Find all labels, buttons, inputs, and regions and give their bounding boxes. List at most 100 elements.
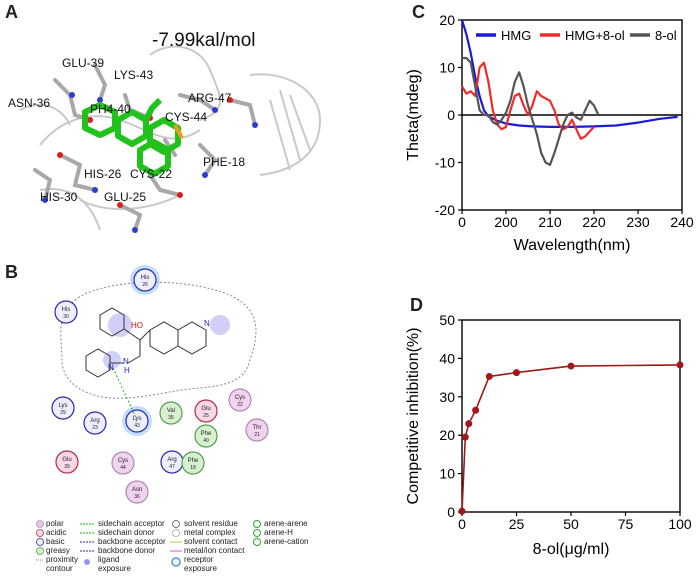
residue-label: PHE-18 xyxy=(203,155,246,169)
residue-label: GLU-25 xyxy=(104,190,147,204)
x-axis-label: Wavelength(nm) xyxy=(514,237,631,254)
atom-label-n-pyridine: N xyxy=(108,363,114,372)
legend-entry: basic xyxy=(46,537,65,546)
residue-number: 25 xyxy=(203,413,209,419)
x-tick-label: 75 xyxy=(618,516,634,532)
proximity-contour xyxy=(60,281,257,399)
residue-label: PH4-40 xyxy=(90,102,131,116)
x-tick-label: 0 xyxy=(458,214,466,230)
x-tick-label: 200 xyxy=(494,214,518,230)
cd-spectrum-chart: 0 200 210 220 230 240 20 10 0 -10 -20 Wavelength(nm… xyxy=(405,12,694,254)
residue-name: His xyxy=(62,307,71,313)
legend-entry: solvent contact xyxy=(184,537,238,546)
legend-entry: polar xyxy=(46,519,64,528)
y-tick-label: -20 xyxy=(435,202,455,218)
residue-name: Phe xyxy=(188,458,199,464)
legend-entry: contour xyxy=(46,564,73,573)
residue-name: Arg xyxy=(167,457,176,463)
legend-entry: exposure xyxy=(98,564,131,573)
x-tick-label: 50 xyxy=(563,516,579,532)
interaction-legend: polar acidic basic greasy proximity contour si… xyxy=(0,260,330,576)
legend-entry: solvent residue xyxy=(184,519,238,528)
residue-label: CYS-22 xyxy=(130,167,173,181)
residue-name: Arg xyxy=(90,418,99,424)
x-tick-label: 220 xyxy=(582,214,606,230)
legend-entry: backbone acceptor xyxy=(98,537,166,546)
residue-name: Cys xyxy=(118,458,128,464)
inhibition-chart: 0 25 50 75 100 0 10 20 30 40 50 8-ol(μg/ml) Competit… xyxy=(405,312,692,558)
interaction-diagram: His26His30Lys29Arg23Lys43Val35Glu25Cys22… xyxy=(36,265,269,567)
panel-d-label: D xyxy=(410,295,423,315)
residue-number: 29 xyxy=(60,410,66,416)
data-point xyxy=(676,361,684,369)
residue-disc xyxy=(133,268,157,292)
series-line xyxy=(461,364,681,512)
panel-c-label: C xyxy=(412,2,425,22)
residue-name: Val xyxy=(167,408,175,414)
hbond-arrow xyxy=(112,367,138,421)
residue-disc xyxy=(194,399,218,423)
legend-label: HMG+8-ol xyxy=(565,28,625,43)
legend-entry: arene-arene xyxy=(264,519,308,528)
legend-entry: exposure xyxy=(184,564,217,573)
residue-number: 47 xyxy=(169,464,175,470)
x-tick-label: 100 xyxy=(668,516,692,532)
residue-name: Phe xyxy=(201,431,212,437)
atoms xyxy=(42,92,258,233)
residue-disc xyxy=(111,451,135,475)
data-point xyxy=(567,362,575,370)
residue-disc xyxy=(159,401,183,425)
legend-entry: arene-H xyxy=(264,528,293,537)
series-line xyxy=(461,61,595,140)
y-tick-label: 10 xyxy=(439,466,455,482)
legend-entry: metal complex xyxy=(184,528,236,537)
legend-entry: acidic xyxy=(46,528,67,537)
residue-disc xyxy=(54,300,78,324)
residue-number: 18 xyxy=(190,465,196,471)
y-tick-label: 10 xyxy=(439,60,455,76)
x-axis-label: 8-ol(μg/ml) xyxy=(533,541,610,558)
y-tick-label: -10 xyxy=(435,155,455,171)
legend-markers xyxy=(36,520,261,567)
residue-number: 22 xyxy=(237,402,243,408)
residue-label: GLU-39 xyxy=(62,56,105,70)
y-tick-label: 50 xyxy=(439,312,455,328)
residue-disc xyxy=(228,388,252,412)
residue-label: HIS-26 xyxy=(84,167,122,181)
plot-frame xyxy=(461,319,681,513)
x-tick-label: 0 xyxy=(458,516,466,532)
residue-number: 23 xyxy=(92,425,98,431)
residue-label: ARG-47 xyxy=(188,91,232,105)
y-tick-label: 20 xyxy=(439,427,455,443)
legend-entry: ligand xyxy=(98,555,120,564)
y-tick-label: 20 xyxy=(439,12,455,28)
legend-label: 8-ol xyxy=(655,28,677,43)
panel-b-label: B xyxy=(5,262,18,282)
legend-entry: receptor xyxy=(184,555,214,564)
residue-name: Asn xyxy=(132,487,142,493)
residue-number: 30 xyxy=(63,314,69,320)
residue-disc xyxy=(125,409,149,433)
residue-disc xyxy=(83,411,107,435)
y-axis-label: Theta(mdeg) xyxy=(405,69,422,161)
ligand-2d xyxy=(85,307,207,378)
residue-label: ASN-36 xyxy=(8,96,51,110)
legend-entry: metal/ion contact xyxy=(184,546,245,555)
residue-number: 35 xyxy=(168,415,174,421)
legend-entry: greasy xyxy=(46,546,71,555)
residue-number: 44 xyxy=(120,465,126,471)
data-point xyxy=(472,406,480,414)
y-tick-label: 0 xyxy=(447,107,455,123)
residue-number: 36 xyxy=(134,494,140,500)
data-point xyxy=(513,369,520,377)
series-line xyxy=(460,19,678,129)
residue-disc xyxy=(125,480,149,504)
residue-label: HIS-30 xyxy=(40,190,78,204)
legend-entry: sidechain donor xyxy=(98,528,155,537)
residue-name: Glu xyxy=(62,457,71,463)
residue-name: Thr xyxy=(253,425,262,431)
atom-label-ho: HO xyxy=(131,321,143,330)
x-tick-label: 240 xyxy=(670,214,694,230)
residue-disc xyxy=(194,424,218,448)
data-point xyxy=(485,372,493,380)
